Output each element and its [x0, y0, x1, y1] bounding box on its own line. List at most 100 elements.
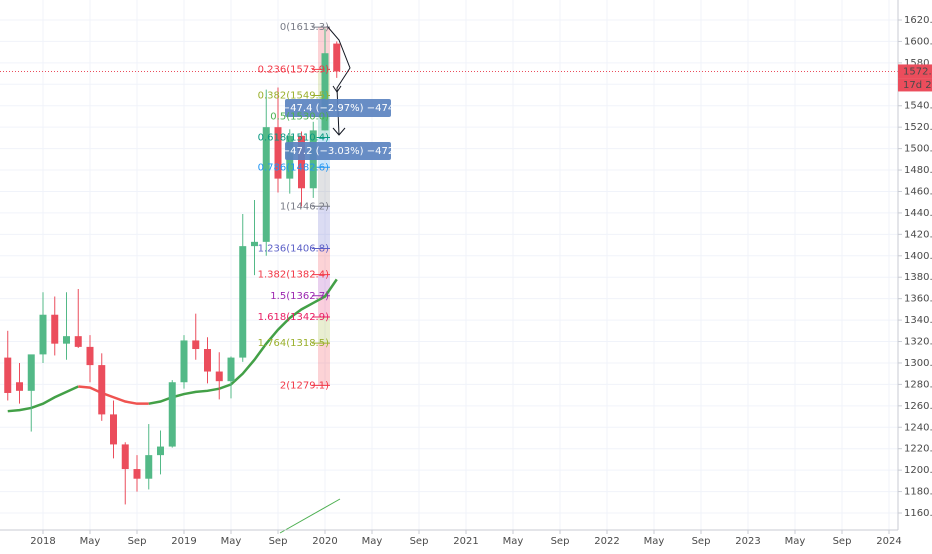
- candle-body: [133, 469, 141, 479]
- y-tick-label: 1400.0: [904, 251, 932, 262]
- fib-label: 1.5(1362.7): [270, 291, 329, 302]
- y-tick-label: 1240.0: [904, 422, 932, 433]
- fib-label: 1.382(1382.4): [258, 270, 330, 281]
- x-tick-label: Sep: [410, 536, 429, 547]
- y-tick-label: 1300.0: [904, 358, 932, 369]
- x-tick-label: Sep: [833, 536, 852, 547]
- candle-body: [16, 382, 23, 391]
- fib-band: [318, 295, 330, 317]
- fib-band: [318, 167, 330, 207]
- y-tick-label: 1320.0: [904, 337, 932, 348]
- trend-line: [279, 498, 341, 534]
- fib-label: 1.236(1406.8): [258, 243, 330, 254]
- arrow-head: [332, 127, 346, 136]
- candle-body: [145, 455, 153, 479]
- y-tick-label: 1580.0: [904, 58, 932, 69]
- fib-label: 0.786(1482.6): [258, 162, 330, 173]
- candle-body: [321, 53, 329, 131]
- candle-body: [121, 444, 129, 470]
- x-tick-label: 2021: [453, 536, 478, 547]
- fib-band: [318, 248, 330, 275]
- y-tick-label: 1460.0: [904, 186, 932, 197]
- x-tick-label: Sep: [128, 536, 147, 547]
- x-tick-label: 2018: [30, 536, 55, 547]
- candle-body: [39, 314, 47, 355]
- x-tick-label: 2019: [171, 536, 196, 547]
- countdown-label: 17d 2h: [903, 80, 932, 91]
- fib-label: 1.618(1342.9): [258, 312, 330, 323]
- candle-body: [192, 340, 200, 350]
- candle-body: [110, 414, 117, 445]
- candle-body: [215, 371, 223, 382]
- fib-label: 0.382(1549.5): [258, 91, 330, 102]
- candle-body: [157, 446, 164, 456]
- x-tick-label: May: [503, 536, 524, 547]
- fib-band: [318, 343, 330, 386]
- fib-label: 0.618(1510.4): [258, 132, 330, 143]
- y-tick-label: 1160.0: [904, 508, 932, 519]
- fib-label: 2(1279.1): [280, 380, 329, 391]
- candle-body: [298, 135, 305, 189]
- x-tick-label: 2022: [594, 536, 619, 547]
- arrow-head: [332, 85, 342, 93]
- candle-body: [86, 346, 94, 366]
- measure-box: [285, 99, 391, 117]
- fib-label: 1.764(1318.5): [258, 338, 330, 349]
- candle-body: [27, 354, 35, 391]
- fib-label: 1(1446.2): [280, 201, 329, 212]
- y-tick-label: 1520.0: [904, 122, 932, 133]
- measure-box: [285, 142, 391, 160]
- last-price-label: 1572.0: [903, 66, 932, 77]
- candle-body: [204, 349, 211, 372]
- candle-body: [227, 357, 235, 382]
- candle-body: [239, 246, 247, 358]
- fib-band: [318, 206, 330, 249]
- y-tick-label: 1420.0: [904, 229, 932, 240]
- moving-average: [7, 385, 79, 413]
- candle-body: [333, 43, 341, 72]
- y-tick-label: 1540.0: [904, 101, 932, 112]
- y-tick-label: 1200.0: [904, 465, 932, 476]
- y-tick-label: 1340.0: [904, 315, 932, 326]
- candle-body: [51, 314, 59, 344]
- fib-band: [318, 274, 330, 296]
- moving-average: [148, 278, 338, 405]
- y-tick-label: 1220.0: [904, 444, 932, 455]
- candle-body: [168, 382, 176, 447]
- candle-body: [262, 127, 270, 242]
- candle-body: [74, 336, 82, 347]
- x-tick-label: Sep: [269, 536, 288, 547]
- y-tick-label: 1600.0: [904, 36, 932, 47]
- x-tick-label: May: [221, 536, 242, 547]
- measure-label: −47.4 (−2.97%) −474: [282, 103, 394, 114]
- x-tick-label: 2024: [876, 536, 901, 547]
- y-tick-label: 1620.0: [904, 15, 932, 26]
- moving-average: [78, 385, 149, 405]
- y-tick-label: 1380.0: [904, 272, 932, 283]
- candle-body: [63, 336, 70, 344]
- y-tick-label: 1280.0: [904, 379, 932, 390]
- y-tick-label: 1440.0: [904, 208, 932, 219]
- candle-body: [251, 241, 258, 247]
- fib-band: [318, 316, 330, 344]
- overlay: −47.4 (−2.97%) −474 −47.2 (−3.03%) −472: [0, 70, 898, 160]
- y-tick-label: 1260.0: [904, 401, 932, 412]
- candle-body: [4, 357, 12, 393]
- y-tick-label: 1480.0: [904, 165, 932, 176]
- x-tick-label: May: [785, 536, 806, 547]
- x-tick-label: 2023: [735, 536, 760, 547]
- candle-body: [180, 340, 188, 383]
- candle-body: [98, 365, 106, 415]
- x-tick-label: Sep: [692, 536, 711, 547]
- measure-label: −47.2 (−3.03%) −472: [282, 146, 394, 157]
- x-tick-label: May: [80, 536, 101, 547]
- fib-label: 0(1613.3): [280, 22, 329, 33]
- x-tick-label: May: [644, 536, 665, 547]
- x-tick-label: 2020: [312, 536, 337, 547]
- fib-label: 0.5(1530.0): [270, 111, 329, 122]
- x-tick-label: May: [362, 536, 383, 547]
- x-tick-label: Sep: [551, 536, 570, 547]
